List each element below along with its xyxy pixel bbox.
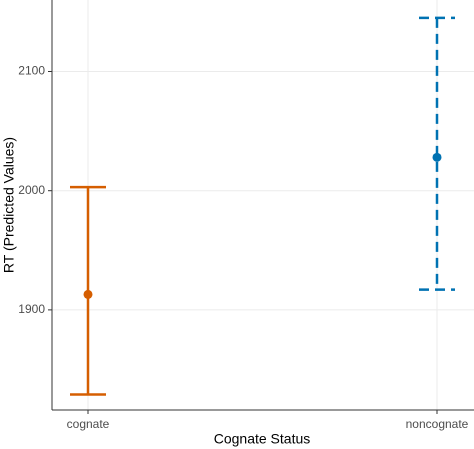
x-tick-label: noncognate bbox=[406, 417, 469, 431]
x-axis-title: Cognate Status bbox=[214, 431, 311, 447]
x-tick-label: cognate bbox=[67, 417, 110, 431]
y-tick-label: 2100 bbox=[18, 64, 45, 78]
point bbox=[432, 152, 442, 162]
point bbox=[83, 289, 93, 299]
y-tick-label: 2000 bbox=[18, 183, 45, 197]
y-axis-title: RT (Predicted Values) bbox=[1, 137, 17, 273]
y-tick-label: 1900 bbox=[18, 302, 45, 316]
